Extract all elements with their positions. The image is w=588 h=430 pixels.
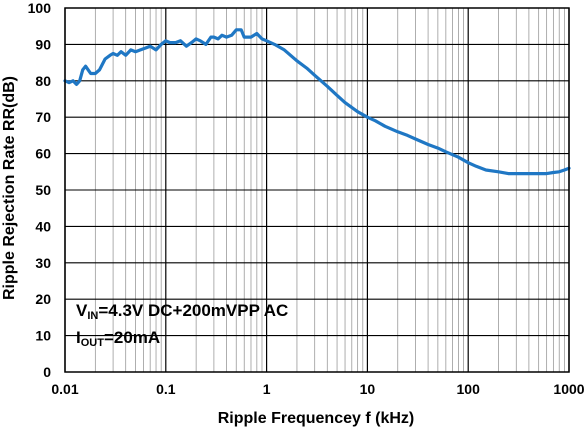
x-tick-label: 0.01 — [51, 381, 78, 397]
y-tick-label: 100 — [28, 0, 52, 16]
x-tick-label: 1000 — [553, 381, 584, 397]
conditions-annotation: VIN=4.3V DC+200mVPP AC IOUT=20mA — [76, 300, 288, 354]
y-tick-labels: 0 10 20 30 40 50 60 70 80 90 100 — [28, 0, 52, 380]
x-axis-label: Ripple Frequencey f (kHz) — [218, 410, 414, 427]
annotation-line-output: IOUT=20mA — [76, 327, 288, 354]
series-line-0 — [63, 28, 571, 176]
y-tick-label: 90 — [35, 36, 51, 52]
vin-value: =4.3V DC+200mVPP AC — [98, 301, 289, 320]
x-tick-labels: 0.01 0.1 1 10 100 1000 — [51, 381, 584, 397]
iout-subscript: OUT — [80, 337, 104, 349]
plot-frame — [64, 7, 570, 373]
y-tick-label: 80 — [35, 73, 51, 89]
y-tick-label: 40 — [35, 218, 51, 234]
x-tick-label: 100 — [457, 381, 481, 397]
y-tick-label: 70 — [35, 109, 51, 125]
vin-subscript: IN — [87, 310, 99, 322]
x-tick-label: 0.1 — [156, 381, 176, 397]
y-tick-label: 30 — [35, 255, 51, 271]
y-tick-label: 10 — [35, 328, 51, 344]
y-tick-label: 50 — [35, 182, 51, 198]
y-tick-label: 60 — [35, 146, 51, 162]
iout-symbol: I — [76, 328, 81, 347]
x-tick-label: 10 — [360, 381, 376, 397]
y-tick-label: 20 — [35, 291, 51, 307]
vin-symbol: V — [76, 301, 88, 320]
iout-value: =20mA — [103, 328, 161, 347]
y-axis-label: Ripple Rejection Rate RR(dB) — [1, 76, 18, 300]
annotation-line-input: VIN=4.3V DC+200mVPP AC — [76, 300, 288, 327]
x-tick-label: 1 — [263, 381, 271, 397]
y-tick-label: 0 — [43, 364, 51, 380]
series-layer — [63, 28, 571, 176]
